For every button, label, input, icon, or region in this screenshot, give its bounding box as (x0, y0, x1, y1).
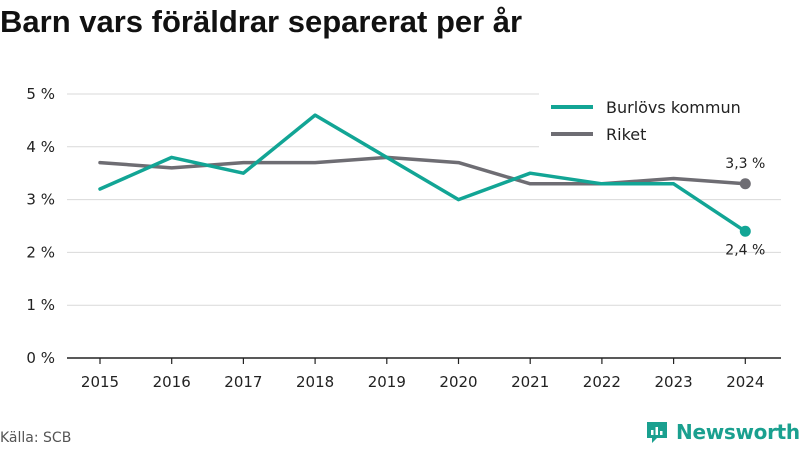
y-tick-label: 0 % (26, 349, 55, 367)
x-tick-label: 2024 (726, 373, 764, 391)
series-line (98, 113, 748, 234)
x-tick-label: 2016 (153, 373, 191, 391)
legend-label: Burlövs kommun (606, 98, 741, 117)
chart-title: Barn vars föräldrar separerat per år (0, 4, 523, 39)
legend-box (539, 90, 781, 152)
x-tick-label: 2018 (296, 373, 334, 391)
x-tick-label: 2019 (368, 373, 406, 391)
y-tick-label: 4 % (26, 138, 55, 156)
x-tick-label: 2017 (224, 373, 262, 391)
series (98, 113, 751, 237)
y-tick-label: 1 % (26, 296, 55, 314)
y-tick-label: 3 % (26, 191, 55, 209)
y-tick-label: 5 % (26, 85, 55, 103)
series-end-point (739, 178, 751, 190)
brand-name: Newsworthy (676, 420, 800, 444)
x-tick-label: 2020 (439, 373, 477, 391)
y-tick-label: 2 % (26, 243, 55, 261)
data-label: 3,3 % (725, 156, 765, 172)
data-label: 2,4 % (725, 242, 765, 258)
series-end-point (739, 225, 751, 237)
x-tick-label: 2015 (81, 373, 119, 391)
source-note: Källa: SCB (0, 430, 72, 446)
axes: 0 % 1 % 2 % 3 % 4 % 5 % 2015 2016 2017 2018 2019 20… (26, 85, 781, 391)
data-labels: 2,4 % 3,3 % (725, 156, 765, 259)
newsworthy-logo-icon (647, 422, 667, 443)
gridlines (67, 93, 781, 306)
x-tick-label: 2021 (511, 373, 549, 391)
legend: Burlövs kommun Riket (539, 90, 781, 152)
brand-logo: Newsworthy (644, 419, 800, 445)
x-tick-label: 2022 (583, 373, 621, 391)
x-tick-label: 2023 (655, 373, 693, 391)
legend-label: Riket (606, 125, 646, 144)
